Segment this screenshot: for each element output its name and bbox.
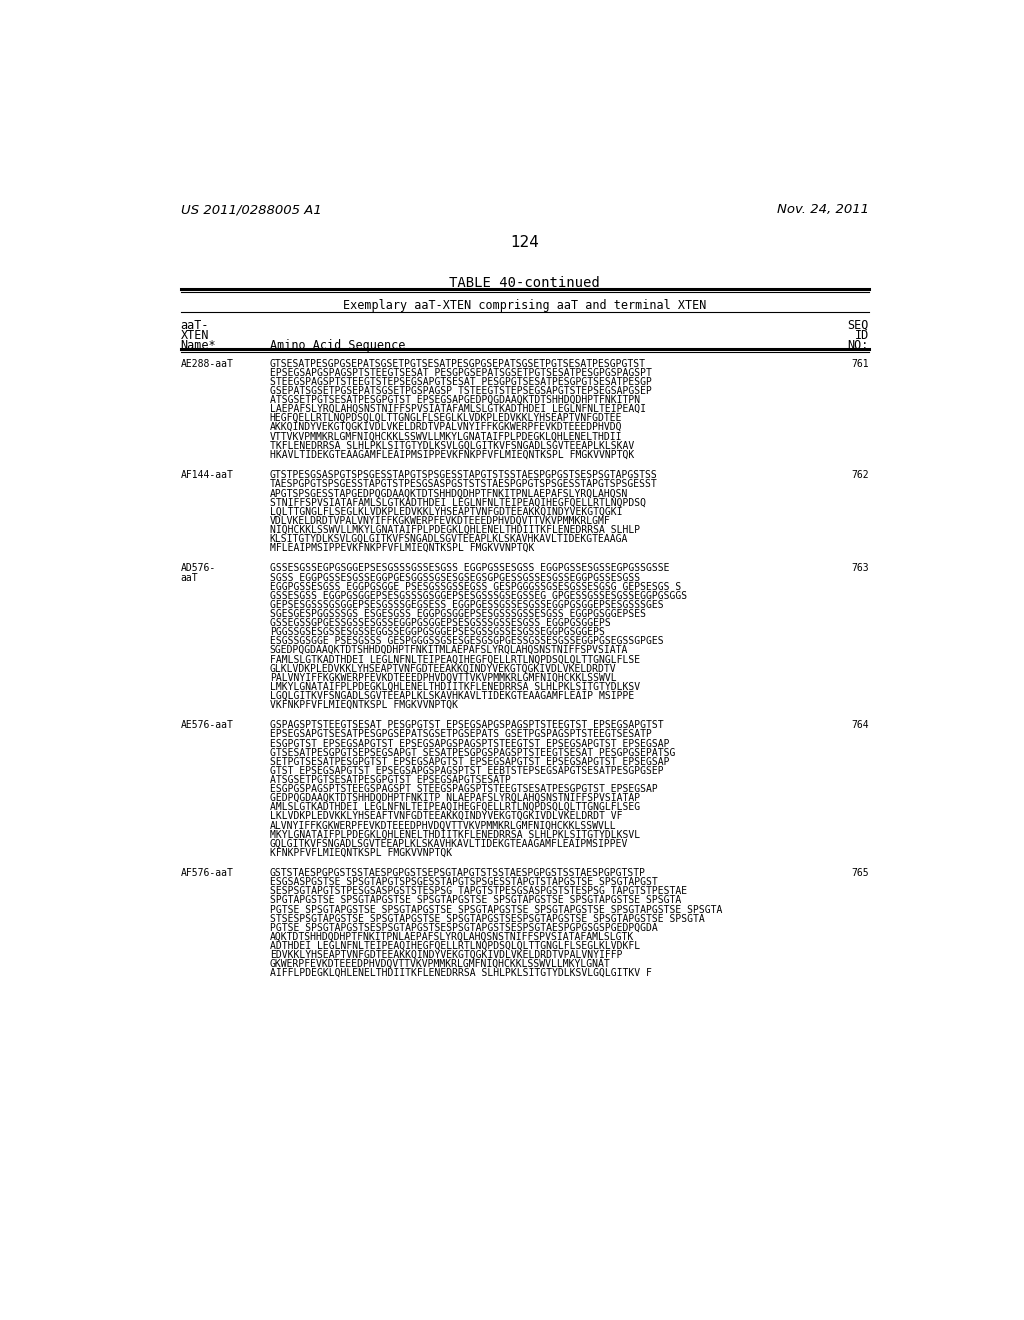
Text: KFNKPFVFLMIEQNTKSPL FMGKVVNPTQK: KFNKPFVFLMIEQNTKSPL FMGKVVNPTQK	[270, 847, 452, 858]
Text: STEEGSPAGSPTSTEEGTSTEPSEGSAPGTSESAT PESGPGTSESATPESGPGTSESATPESGP: STEEGSPAGSPTSTEEGTSTEPSEGSAPGTSESAT PESG…	[270, 376, 651, 387]
Text: ATSGSETPGTSESATPESGPGTST EPSEGSAPGTSESATP: ATSGSETPGTSESATPESGPGTST EPSEGSAPGTSESAT…	[270, 775, 511, 785]
Text: VTTVKVPMMKRLGMFNIQHCKKLSSWVLLMKYLGNATAIFPLPDEGKLQHLENELTHDII: VTTVKVPMMKRLGMFNIQHCKKLSSWVLLMKYLGNATAIF…	[270, 432, 623, 441]
Text: GTSTPESGSASPGTSPSGESSTAPGTSPSGESSTAPGTSTSSTAESPGPGSTSESPSGTAPGSTSS: GTSTPESGSASPGTSPSGESSTAPGTSPSGESSTAPGTST…	[270, 470, 657, 480]
Text: GTSESATPESGPGSEPATSGSETPGTSESATPESGPGSEPATSGSETPGTSESATPESGPGTST: GTSESATPESGPGSEPATSGSETPGTSESATPESGPGSEP…	[270, 359, 646, 368]
Text: LAEPAFSLYRQLAHQSNSTNIFFSPVSIATAFAMLSLGTKADTHDEI LEGLNFNLTEIPEAQI: LAEPAFSLYRQLAHQSNSTNIFFSPVSIATAFAMLSLGTK…	[270, 404, 646, 414]
Text: ESGSSGSGGE PSESGSSS GESPGGGSSGSESGESGSGPGESSGSSESGSSEGGPGSEGSSGPGES: ESGSSGSGGE PSESGSSS GESPGGGSSGSESGESGSGP…	[270, 636, 664, 645]
Text: GLKLVDKPLEDVKKLYHSEAPTVNFGDTEEAKKQINDYVEKGTQGKIVDLVKELDRDTV: GLKLVDKPLEDVKKLYHSEAPTVNFGDTEEAKKQINDYVE…	[270, 664, 616, 673]
Text: MKYLGNATAIFPLPDEGKLQHLENELTHDIITKFLENEDRRSA SLHLPKLSITGTYDLKSVL: MKYLGNATAIFPLPDEGKLQHLENELTHDIITKFLENEDR…	[270, 829, 640, 840]
Text: HKAVLTIDEKGTEAAGAMFLEAIPMSIPPEVKFNKPFVFLMIEQNTKSPL FMGKVVNPTQK: HKAVLTIDEKGTEAAGAMFLEAIPMSIPPEVKFNKPFVFL…	[270, 449, 634, 459]
Text: SGESGESPGGSSSGS ESGESGSS EGGPGSGGEPSESGSSSGSSESGSS EGGPGSGGEPSES: SGESGESPGGSSSGS ESGESGSS EGGPGSGGEPSESGS…	[270, 609, 646, 619]
Text: TKFLENEDRRSA SLHLPKLSITGTYDLKSVLGQLGITKVFSNGADLSGVTEEAPLKLSKAV: TKFLENEDRRSA SLHLPKLSITGTYDLKSVLGQLGITKV…	[270, 441, 634, 450]
Text: AKKQINDYVEKGTQGKIVDLVKELDRDTVPALVNYIFFKGKWERPFEVKDTEEEDPHVDQ: AKKQINDYVEKGTQGKIVDLVKELDRDTVPALVNYIFFKG…	[270, 422, 623, 432]
Text: 763: 763	[851, 564, 869, 573]
Text: 762: 762	[851, 470, 869, 480]
Text: MFLEAIPMSIPPEVKFNKPFVFLMIEQNTKSPL FMGKVVNPTQK: MFLEAIPMSIPPEVKFNKPFVFLMIEQNTKSPL FMGKVV…	[270, 543, 535, 553]
Text: GSSESGSSEGPGSGGEPSESGSSSGSSESGSS EGGPGSSESGSS EGGPGSSESGSSEGPGSSGSSE: GSSESGSSEGPGSGGEPSESGSSSGSSESGSS EGGPGSS…	[270, 564, 670, 573]
Text: ADTHDEI LEGLNFNLTEIPEAQIHEGFQELLRTLNQPDSQLQLTTGNGLFLSEGLKLVDKFL: ADTHDEI LEGLNFNLTEIPEAQIHEGFQELLRTLNQPDS…	[270, 941, 640, 950]
Text: GTST EPSEGSAPGTST EPSEGSAPGSPAGSPTST EEBTSTEPSEGSAPGTSESATPESGPGSEP: GTST EPSEGSAPGTST EPSEGSAPGSPAGSPTST EEB…	[270, 766, 664, 776]
Text: SETPGTSESATPESGPGTST EPSEGSAPGTST EPSEGSAPGTST EPSEGSAPGTST EPSEGSAP: SETPGTSESATPESGPGTST EPSEGSAPGTST EPSEGS…	[270, 756, 670, 767]
Text: PGTSE SPSGTAPGSTSESPSGTAPGSTSESPSGTAPGSTSESPSGTAESPGPGSGSPGEDPQGDA: PGTSE SPSGTAPGSTSESPSGTAPGSTSESPSGTAPGST…	[270, 923, 657, 933]
Text: GEPSESGSSSGSGGEPSESGSSSGEGSESS EGGPGESSGSSESGSSEGGPGSGGEPSESGSSSGES: GEPSESGSSSGSGGEPSESGSSSGEGSESS EGGPGESSG…	[270, 599, 664, 610]
Text: 761: 761	[851, 359, 869, 368]
Text: HEGFQELLRTLNQPDSQLQLTTGNGLFLSEGLKLVDKPLEDVKKLYHSEAPTVNFGDTEE: HEGFQELLRTLNQPDSQLQLTTGNGLFLSEGLKLVDKPLE…	[270, 413, 623, 424]
Text: KLSITGTYDLKSVLGQLGITKVFSNGADLSGVTEEAPLKLSKAVHKAVLTIDEKGTEAAGA: KLSITGTYDLKSVLGQLGITKVFSNGADLSGVTEEAPLKL…	[270, 533, 628, 544]
Text: GTSESATPESGPGTSEPSEGSAPGT SESATPESGPGSPAGSPTSTEEGTSESAT PESGPGSEPATSG: GTSESATPESGPGTSEPSEGSAPGT SESATPESGPGSPA…	[270, 747, 675, 758]
Text: ESGSASPGSTSE SPSGTAPGTSPSGESSTAPGTSPSGESSTAPGTSTAPGSTSE SPSGTAPGST: ESGSASPGSTSE SPSGTAPGTSPSGESSTAPGTSPSGES…	[270, 878, 657, 887]
Text: SESPSGTAPGTSTPESGSASPGSTSTESPSG TAPGTSTPESGSASPGSTSTESPSG TAPGTSTPESTAE: SESPSGTAPGTSTPESGSASPGSTSTESPSG TAPGTSTP…	[270, 886, 687, 896]
Text: STNIFFSPVSIATAFAMLSLGTKADTHDEI LEGLNFNLTEIPEAQIHEGFQELLRTLNQPDSQ: STNIFFSPVSIATAFAMLSLGTKADTHDEI LEGLNFNLT…	[270, 498, 646, 507]
Text: NO:: NO:	[848, 339, 869, 351]
Text: XTEN: XTEN	[180, 329, 209, 342]
Text: ID: ID	[855, 329, 869, 342]
Text: AF144-aaT: AF144-aaT	[180, 470, 233, 480]
Text: Name*: Name*	[180, 339, 216, 351]
Text: ESGPGSPAGSPTSTEEGSPAGSPT STEEGSPAGSPTSTEEGTSESATPESGPGTST EPSEGSAP: ESGPGSPAGSPTSTEEGSPAGSPT STEEGSPAGSPTSTE…	[270, 784, 657, 793]
Text: AQKTDTSHHDQDHPTFNKITPNLAEPAFSLYRQLAHQSNSTNIFFSPVSIATAFAMLSLGTK: AQKTDTSHHDQDHPTFNKITPNLAEPAFSLYRQLAHQSNS…	[270, 932, 634, 941]
Text: LQLTTGNGLFLSEGLKLVDKPLEDVKKLYHSEAPTVNFGDTEEAKKQINDYVEKGTQGKI: LQLTTGNGLFLSEGLKLVDKPLEDVKKLYHSEAPTVNFGD…	[270, 507, 623, 516]
Text: ESGPGTST EPSEGSAPGTST EPSEGSAPGSPAGSPTSTEEGTST EPSEGSAPGTST EPSEGSAP: ESGPGTST EPSEGSAPGTST EPSEGSAPGSPAGSPTST…	[270, 738, 670, 748]
Text: TAESPGPGTSPSGESSTAPGTSTPESGSASPGSTSTSTAESPGPGTSPSGESSTAPGTSPSGESST: TAESPGPGTSPSGESSTAPGTSTPESGSASPGSTSTSTAE…	[270, 479, 657, 490]
Text: VKFNKPFVFLMIEQNTKSPL FMGKVVNPTQK: VKFNKPFVFLMIEQNTKSPL FMGKVVNPTQK	[270, 700, 458, 710]
Text: AMLSLGTKADTHDEI LEGLNFNLTEIPEAQIHEGFQELLRTLNQPDSQLQLTTGNGLFLSEG: AMLSLGTKADTHDEI LEGLNFNLTEIPEAQIHEGFQELL…	[270, 803, 640, 812]
Text: 124: 124	[510, 235, 540, 251]
Text: PALVNYIFFKGKWERPFEVKDTEEEDPHVDQVTTVKVPMMKRLGMFNIQHCKKLSSWVL: PALVNYIFFKGKWERPFEVKDTEEEDPHVDQVTTVKVPMM…	[270, 672, 616, 682]
Text: 765: 765	[851, 869, 869, 878]
Text: 764: 764	[851, 721, 869, 730]
Text: GSSEGSSGPGESSGSSESGSSEGGPGSGGEPSESGSSSGSSESGSS EGGPGSGGEPS: GSSEGSSGPGESSGSSESGSSEGGPGSGGEPSESGSSSGS…	[270, 618, 610, 628]
Text: LMKYLGNATAIFPLPDEGKLQHLENELTHDIITKFLENEDRRSA SLHLPKLSITGTYDLKSV: LMKYLGNATAIFPLPDEGKLQHLENELTHDIITKFLENED…	[270, 681, 640, 692]
Text: EDVKKLYHSEAPTVNFGDTEEAKKQINDYVEKGTQGKIVDLVKELDRDTVPALVNYIFFP: EDVKKLYHSEAPTVNFGDTEEAKKQINDYVEKGTQGKIVD…	[270, 950, 623, 960]
Text: ATSGSETPGTSESATPESGPGTST EPSEGSAPGEDPQGDAAQKTDTSHHDQDHPTFNKITPN: ATSGSETPGTSESATPESGPGTST EPSEGSAPGEDPQGD…	[270, 395, 640, 405]
Text: STSESPSGTAPGSTSE SPSGTAPGSTSE SPSGTAPGSTSESPSGTAPGSTSE SPSGTAPGSTSE SPSGTA: STSESPSGTAPGSTSE SPSGTAPGSTSE SPSGTAPGST…	[270, 913, 705, 924]
Text: AF576-aaT: AF576-aaT	[180, 869, 233, 878]
Text: Exemplary aaT-XTEN comprising aaT and terminal XTEN: Exemplary aaT-XTEN comprising aaT and te…	[343, 300, 707, 313]
Text: AE288-aaT: AE288-aaT	[180, 359, 233, 368]
Text: ALVNYIFFKGKWERPFEVKDTEEEDPHVDQVTTVKVPMMKRLGMFNIQHCKKLSSWVLL: ALVNYIFFKGKWERPFEVKDTEEEDPHVDQVTTVKVPMMK…	[270, 820, 616, 830]
Text: GSEPATSGSETPGSEPATSGSETPGSPAGSP TSTEEGTSTEPSEGSAPGTSTEPSEGSAPGSEP: GSEPATSGSETPGSEPATSGSETPGSPAGSP TSTEEGTS…	[270, 385, 651, 396]
Text: Amino Acid Sequence: Amino Acid Sequence	[270, 339, 406, 351]
Text: LKLVDKPLEDVKKLYHSEAFTVNFGDTEEAKKQINDYVEKGTQGKIVDLVKELDRDT VF: LKLVDKPLEDVKKLYHSEAFTVNFGDTEEAKKQINDYVEK…	[270, 812, 623, 821]
Text: GSSESGSS EGGPGSGGEPSESGSSSGSGGEPSESGSSSGSEGSSEG GPGESSGSSESGSSEGGPGSGGS: GSSESGSS EGGPGSGGEPSESGSSSGSGGEPSESGSSSG…	[270, 590, 687, 601]
Text: US 2011/0288005 A1: US 2011/0288005 A1	[180, 203, 322, 216]
Text: GEDPQGDAAQKTDTSHHDQDHPTFNKITP NLAEPAFSLYRQLAHQSNSTNIFFSPVSIATAP: GEDPQGDAAQKTDTSHHDQDHPTFNKITP NLAEPAFSLY…	[270, 793, 640, 803]
Text: SGSS EGGPGSSESGSSEGGPGESGGSSGSESGSEGSGPGESSGSSESGSSEGGPGSSESGSS: SGSS EGGPGSSESGSSEGGPGESGGSSGSESGSEGSGPG…	[270, 573, 640, 582]
Text: AIFFLPDEGKLQHLENELTHDIITKFLENEDRRSA SLHLPKLSITGTYDLKSVLGQLGITKV F: AIFFLPDEGKLQHLENELTHDIITKFLENEDRRSA SLHL…	[270, 968, 651, 978]
Text: PGTSE SPSGTAPGSTSE SPSGTAPGSTSE SPSGTAPGSTSE SPSGTAPGSTSE SPSGTAPGSTSE SPSGTA: PGTSE SPSGTAPGSTSE SPSGTAPGSTSE SPSGTAPG…	[270, 904, 722, 915]
Text: VDLVKELDRDTVPALVNYIFFKGKWERPFEVKDTEEEDPHVDQVTTVKVPMMKRLGMF: VDLVKELDRDTVPALVNYIFFKGKWERPFEVKDTEEEDPH…	[270, 516, 610, 525]
Text: GQLGITKVFSNGADLSGVTEEAPLKLSKAVHKAVLTIDEKGTEAAGAMFLEAIPMSIPPEV: GQLGITKVFSNGADLSGVTEEAPLKLSKAVHKAVLTIDEK…	[270, 838, 628, 849]
Text: SPGTAPGSTSE SPSGTAPGSTSE SPSGTAPGSTSE SPSGTAPGSTSE SPSGTAPGSTSE SPSGTA: SPGTAPGSTSE SPSGTAPGSTSE SPSGTAPGSTSE SP…	[270, 895, 681, 906]
Text: EPSEGSAPGSPAGSPTSTEEGTSESAT PESGPGSEPATSGSETPGTSESATPESGPGSPAGSPT: EPSEGSAPGSPAGSPTSTEEGTSESAT PESGPGSEPATS…	[270, 368, 651, 378]
Text: TABLE 40-continued: TABLE 40-continued	[450, 276, 600, 290]
Text: EPSEGSAPGTSESATPESGPGSEPATSGSETPGSEPATS GSETPGSPAGSPTSTEEGTSESATP: EPSEGSAPGTSESATPESGPGSEPATSGSETPGSEPATS …	[270, 730, 651, 739]
Text: AE576-aaT: AE576-aaT	[180, 721, 233, 730]
Text: SGEDPQGDAAQKTDTSHHDQDHPTFNKITMLAEPAFSLYRQLAHQSNSTNIFFSPVSIATA: SGEDPQGDAAQKTDTSHHDQDHPTFNKITMLAEPAFSLYR…	[270, 645, 628, 655]
Text: PGGSSGSESGSSESGSSEGGSSEGGPGSGGEPSESGSSGSSESGSSEGGPGSGGEPS: PGGSSGSESGSSESGSSEGGSSEGGPGSGGEPSESGSSGS…	[270, 627, 605, 638]
Text: GSTSTAESPGPGSTSSTAESPGPGSTSEPSGTAPGTSTSSTAESPGPGSTSSTAESPGPGTSTP: GSTSTAESPGPGSTSSTAESPGPGSTSEPSGTAPGTSTSS…	[270, 869, 646, 878]
Text: GSPAGSPTSTEEGTSESAT PESGPGTST EPSEGSAPGSPAGSPTSTEEGTST EPSEGSAPGTST: GSPAGSPTSTEEGTSESAT PESGPGTST EPSEGSAPGS…	[270, 721, 664, 730]
Text: AD576-: AD576-	[180, 564, 216, 573]
Text: aaT: aaT	[180, 573, 199, 582]
Text: NIQHCKKLSSWVLLMKYLGNATAIFPLPDEGKLQHLENELTHDIITKFLENEDRRSA SLHLP: NIQHCKKLSSWVLLMKYLGNATAIFPLPDEGKLQHLENEL…	[270, 524, 640, 535]
Text: SEQ: SEQ	[848, 318, 869, 331]
Text: APGTSPSGESSTAPGEDPQGDAAQKTDTSHHDQDHPTFNKITPNLAEPAFSLYRQLAHQSN: APGTSPSGESSTAPGEDPQGDAAQKTDTSHHDQDHPTFNK…	[270, 488, 628, 498]
Text: EGGPGSSESGSS EGGPGSGGE PSESGSSGSSEGSS GESPGGGSSGSESGSSESGSG GEPSESGS S: EGGPGSSESGSS EGGPGSGGE PSESGSSGSSEGSS GE…	[270, 582, 681, 591]
Text: FAMLSLGTKADTHDEI LEGLNFNLTEIPEAQIHEGFQELLRTLNQPDSQLQLTTGNGLFLSE: FAMLSLGTKADTHDEI LEGLNFNLTEIPEAQIHEGFQEL…	[270, 655, 640, 664]
Text: GKWERPFEVKDTEEEDPHVDQVTTVKVPMMKRLGMFNIQHCKKLSSWVLLMKYLGNAT: GKWERPFEVKDTEEEDPHVDQVTTVKVPMMKRLGMFNIQH…	[270, 960, 610, 969]
Text: aaT-: aaT-	[180, 318, 209, 331]
Text: Nov. 24, 2011: Nov. 24, 2011	[777, 203, 869, 216]
Text: LGQLGITKVFSNGADLSGVTEEAPLKLSKAVHKAVLTIDEKGTEAAGAMFLEAIP MSIPPE: LGQLGITKVFSNGADLSGVTEEAPLKLSKAVHKAVLTIDE…	[270, 690, 634, 701]
